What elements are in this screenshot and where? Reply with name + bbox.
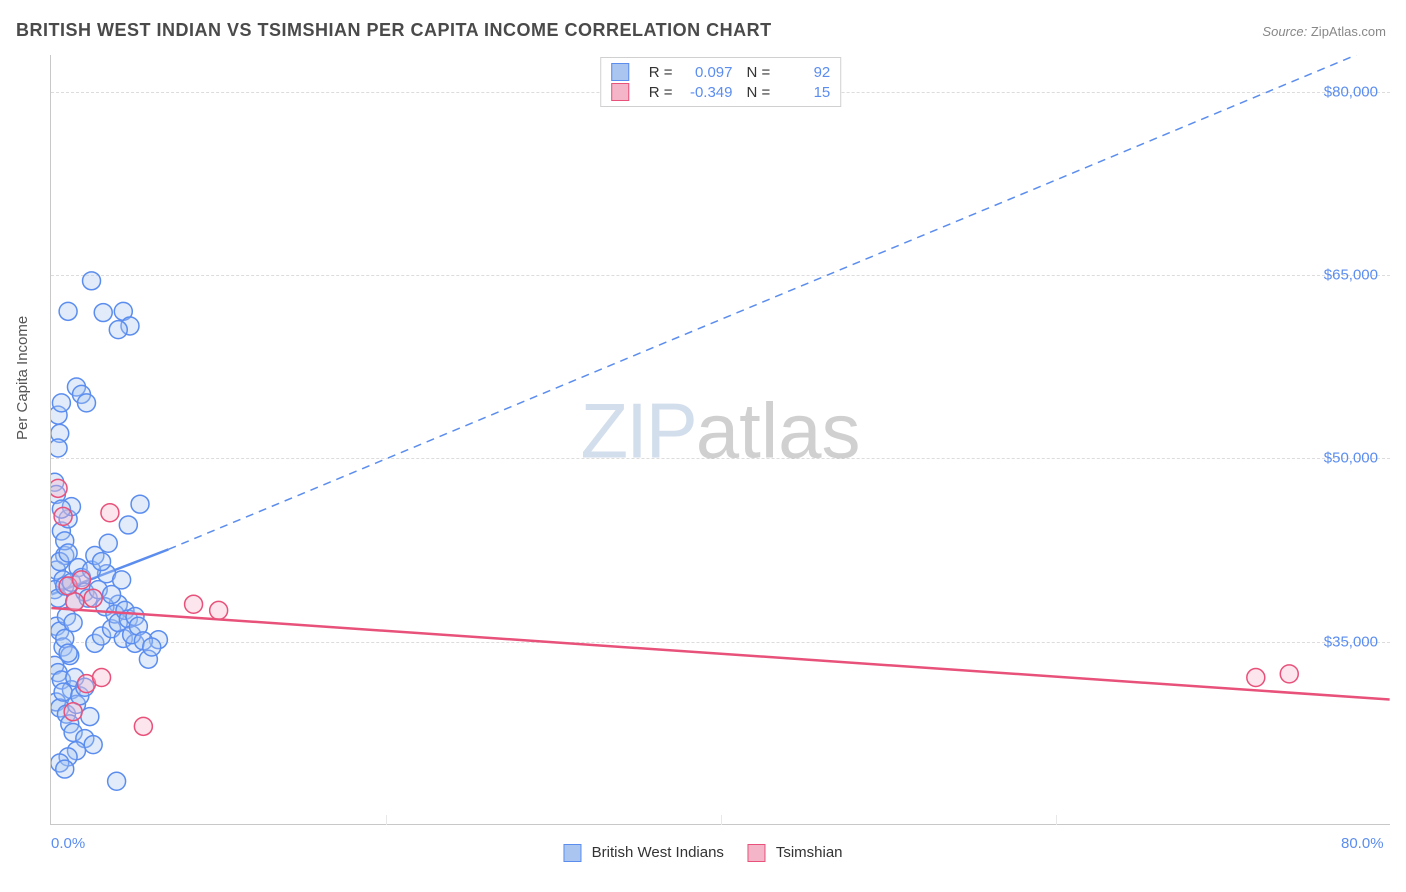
data-point bbox=[93, 669, 111, 687]
data-point bbox=[83, 272, 101, 290]
data-point bbox=[72, 571, 90, 589]
data-point bbox=[56, 760, 74, 778]
legend-label-0: British West Indians bbox=[592, 844, 724, 861]
stats-r-val-0: 0.097 bbox=[683, 64, 733, 81]
chart-title: BRITISH WEST INDIAN VS TSIMSHIAN PER CAP… bbox=[16, 20, 772, 41]
trend-line bbox=[51, 608, 1389, 700]
stats-n-label-1: N = bbox=[747, 84, 771, 101]
data-point bbox=[64, 614, 82, 632]
y-axis-label: Per Capita Income bbox=[14, 316, 31, 440]
data-point bbox=[1247, 669, 1265, 687]
data-point bbox=[52, 394, 70, 412]
data-point bbox=[66, 593, 84, 611]
stats-n-val-0: 92 bbox=[780, 64, 830, 81]
data-point bbox=[131, 495, 149, 513]
legend-bottom: British West Indians Tsimshian bbox=[563, 844, 842, 862]
data-point bbox=[84, 736, 102, 754]
chart-svg bbox=[51, 55, 1390, 824]
data-point bbox=[134, 717, 152, 735]
stats-r-label-0: R = bbox=[649, 64, 673, 81]
legend-item-1: Tsimshian bbox=[748, 844, 843, 862]
data-point bbox=[99, 534, 117, 552]
data-point bbox=[101, 504, 119, 522]
x-tick-label: 80.0% bbox=[1341, 835, 1384, 852]
data-point bbox=[210, 601, 228, 619]
source-attribution: Source: ZipAtlas.com bbox=[1262, 24, 1386, 39]
legend-item-0: British West Indians bbox=[563, 844, 723, 862]
data-point bbox=[108, 772, 126, 790]
stats-row-0: R = 0.097 N = 92 bbox=[611, 62, 831, 82]
data-point bbox=[78, 394, 96, 412]
data-point bbox=[119, 516, 137, 534]
data-point bbox=[59, 644, 77, 662]
source-name: ZipAtlas.com bbox=[1311, 24, 1386, 39]
stats-row-1: R = -0.349 N = 15 bbox=[611, 82, 831, 102]
stats-swatch-1 bbox=[611, 83, 629, 101]
stats-swatch-0 bbox=[611, 63, 629, 81]
data-point bbox=[54, 507, 72, 525]
source-label: Source: bbox=[1262, 24, 1307, 39]
stats-n-label-0: N = bbox=[747, 64, 771, 81]
data-point bbox=[64, 703, 82, 721]
data-point bbox=[59, 302, 77, 320]
x-tick-label: 0.0% bbox=[51, 835, 85, 852]
legend-swatch-0 bbox=[563, 844, 581, 862]
chart-container: BRITISH WEST INDIAN VS TSIMSHIAN PER CAP… bbox=[0, 0, 1406, 892]
data-point bbox=[143, 638, 161, 656]
data-point bbox=[113, 571, 131, 589]
legend-swatch-1 bbox=[748, 844, 766, 862]
data-point bbox=[81, 708, 99, 726]
data-point bbox=[84, 589, 102, 607]
data-point bbox=[51, 439, 67, 457]
trend-line-dash bbox=[168, 55, 1356, 549]
plot-area: ZIPatlas R = 0.097 N = 92 R = -0.349 N =… bbox=[50, 55, 1390, 825]
data-point bbox=[1280, 665, 1298, 683]
stats-n-val-1: 15 bbox=[780, 84, 830, 101]
data-point bbox=[185, 595, 203, 613]
legend-label-1: Tsimshian bbox=[776, 844, 843, 861]
stats-legend-box: R = 0.097 N = 92 R = -0.349 N = 15 bbox=[600, 57, 842, 107]
stats-r-val-1: -0.349 bbox=[683, 84, 733, 101]
data-point bbox=[109, 321, 127, 339]
data-point bbox=[94, 304, 112, 322]
data-point bbox=[51, 479, 67, 497]
stats-r-label-1: R = bbox=[649, 84, 673, 101]
data-point bbox=[93, 553, 111, 571]
